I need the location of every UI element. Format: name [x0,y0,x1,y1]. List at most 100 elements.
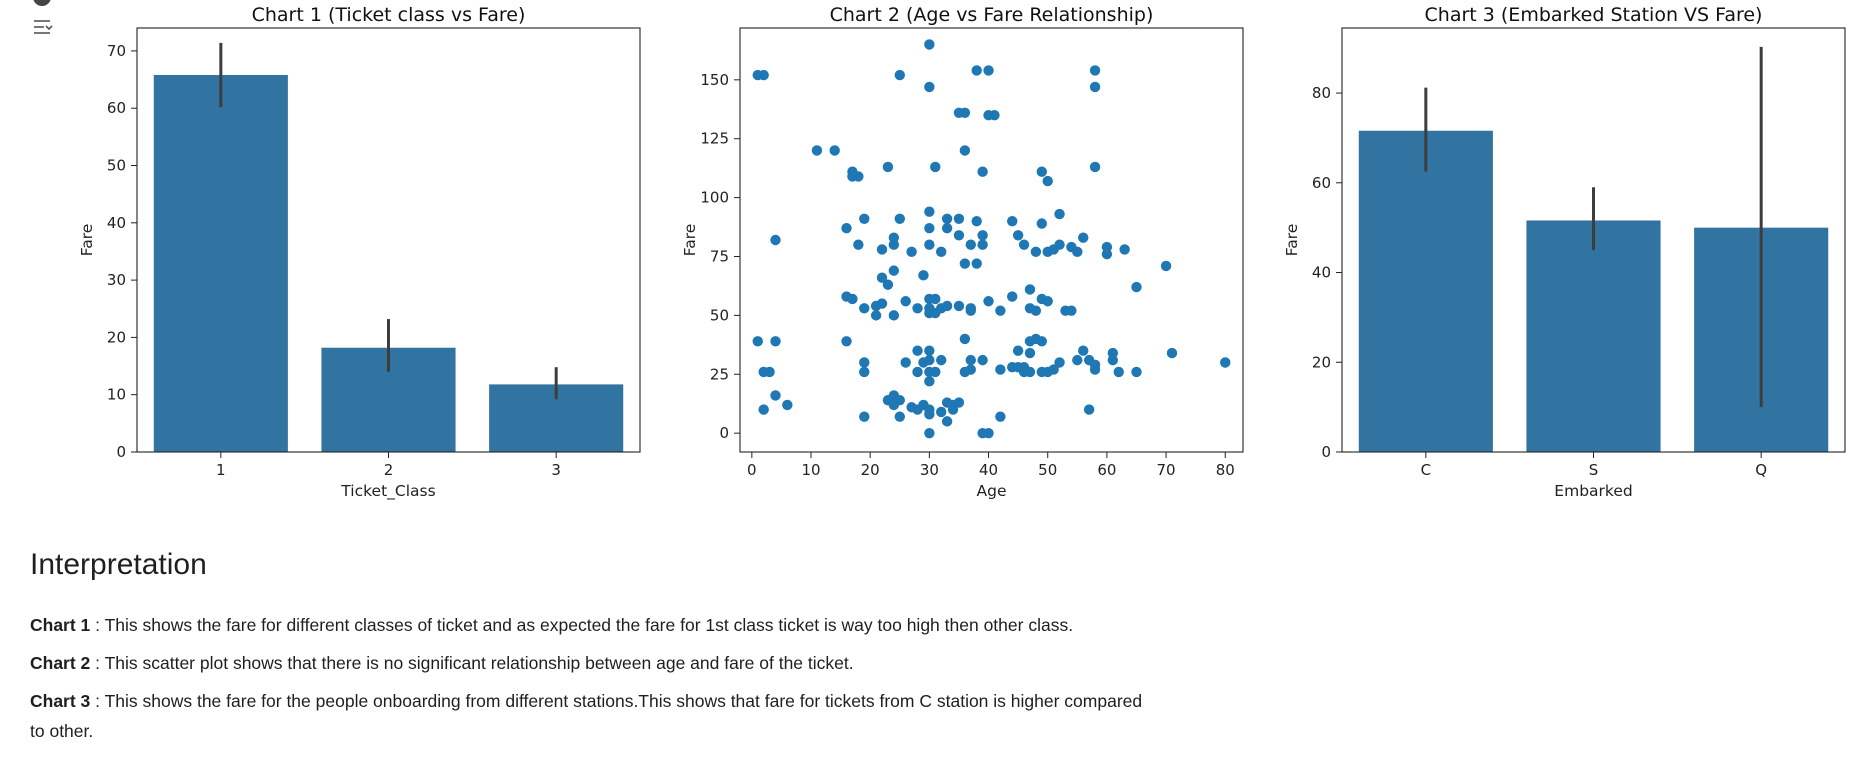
y-tick-label: 20 [1312,353,1331,371]
bar [1526,220,1661,452]
scatter-point [912,345,923,356]
scatter-point [1078,345,1089,356]
scatter-point [1012,230,1024,241]
chart-3: C S Q 0 20 40 60 80 Chart 3 (Embarked Station VS… [1283,4,1846,500]
scatter-point [983,296,994,307]
scatter-point [1036,166,1048,177]
item-label: Chart 3 [30,691,91,711]
interpretation-item-2: Chart 2 : This scatter plot shows that t… [30,648,1180,678]
bar [153,74,288,453]
item-text: : This scatter plot shows that there is … [90,653,854,673]
scatter-point [930,293,941,305]
scatter-point [1072,246,1083,257]
scatter-point [1024,347,1036,359]
scatter-point [1220,357,1231,368]
scatter-point [876,272,888,283]
x-axis-label: Age [977,482,1007,500]
scatter-point [888,239,900,250]
scatter-point [924,223,935,234]
scatter-point [983,65,994,76]
scatter-point [894,411,905,422]
y-tick-label: 50 [710,306,729,324]
scatter-point [989,109,1000,121]
scatter-point [1119,244,1130,255]
scatter-point [924,345,935,356]
toolbar-icons [33,0,53,34]
scatter-point [971,215,982,227]
y-tick-label: 60 [107,99,126,117]
scatter-point [1089,364,1101,375]
scatter-point [1048,364,1059,375]
scatter-point [853,239,864,250]
x-tick-label: Q [1755,461,1767,479]
y-tick-label: 150 [700,71,729,89]
y-axis-label: Fare [78,224,96,257]
scatter-point [859,366,870,378]
scatter-point [1066,305,1077,316]
x-tick-label: 60 [1097,461,1116,479]
y-tick-label: 40 [107,214,126,232]
y-tick-label: 50 [107,157,126,175]
scatter-point [764,366,775,378]
scatter-point [971,258,982,269]
y-tick-label: 80 [1312,84,1331,102]
scatter-point [847,293,858,305]
cell-toolbar [28,0,58,50]
y-tick-label: 0 [1321,443,1331,461]
scatter-point [941,300,953,312]
scatter-point [829,145,840,156]
scatter-point [965,305,976,316]
interpretation-item-1: Chart 1 : This shows the fare for differ… [30,610,1180,640]
y-axis-label: Fare [1283,224,1301,257]
y-tick-label: 20 [107,328,126,346]
scatter-point [924,81,935,93]
item-text: : This shows the fare for the people onb… [30,691,1143,741]
y-axis-label: Fare [681,224,699,257]
scatter-point [983,427,994,439]
scatter-point [1054,208,1065,220]
scatter-point [953,213,965,224]
scatter-point [888,265,900,276]
scatter-point [1089,65,1101,76]
scatter-point [977,230,988,241]
scatter-point [995,305,1006,316]
scatter-point [912,303,923,314]
x-tick-label: 0 [747,461,757,479]
plot-frame [1341,27,1846,453]
scatter-point [1012,345,1024,356]
scatter-point [876,244,888,255]
scatter-point [1007,215,1018,227]
scatter-point [1131,366,1142,378]
scatter-point [1089,161,1101,173]
scatter-point [930,366,941,378]
scatter-point [888,310,900,321]
scatter-point [924,206,935,217]
scatter-point [1107,354,1119,366]
scatter-point [1036,336,1048,347]
scatter-point [930,307,941,319]
scatter-point [811,145,823,156]
scatter-point [977,239,988,250]
scatter-point [1113,366,1124,378]
scatter-point [906,246,917,257]
interpretation-heading: Interpretation [30,548,207,581]
y-tick-label: 100 [700,189,729,207]
scatter-point [977,354,988,366]
x-tick-label: 2 [384,461,394,479]
scatter-point [859,357,870,368]
y-tick-label: 30 [107,271,126,289]
circle-icon[interactable] [33,0,51,6]
interpretation-section: Interpretation Chart 1 : This shows the … [30,548,1180,754]
scatter-point [894,213,905,224]
y-tick-label: 0 [719,424,729,442]
x-tick-label: 1 [216,461,226,479]
scatter-point [941,223,953,234]
scatter-point [900,296,911,307]
x-tick-label: C [1421,461,1431,479]
scatter-point [959,145,971,156]
scatter-point [936,246,947,257]
scatter-point [965,364,976,375]
filter-sort-icon[interactable] [34,20,53,34]
